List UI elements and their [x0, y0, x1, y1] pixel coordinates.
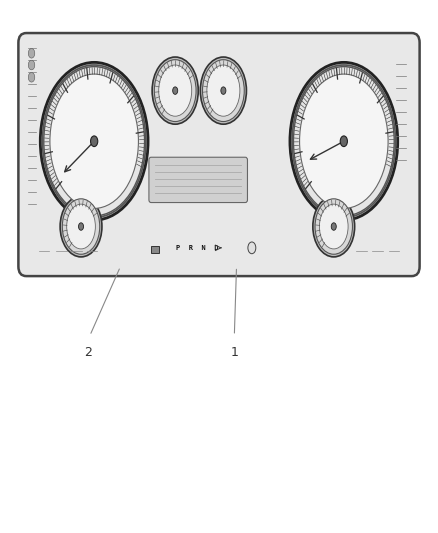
Ellipse shape: [28, 72, 35, 82]
Text: P  R  N  D: P R N D: [176, 245, 219, 251]
Ellipse shape: [293, 67, 394, 216]
Ellipse shape: [292, 65, 396, 217]
Ellipse shape: [315, 199, 353, 254]
Text: 2: 2: [84, 346, 92, 359]
Ellipse shape: [221, 87, 226, 94]
Ellipse shape: [152, 57, 198, 124]
Ellipse shape: [340, 136, 347, 147]
Ellipse shape: [159, 65, 192, 116]
Ellipse shape: [28, 60, 35, 70]
Ellipse shape: [207, 65, 240, 116]
FancyBboxPatch shape: [18, 33, 420, 276]
Ellipse shape: [44, 67, 145, 216]
Ellipse shape: [67, 204, 95, 249]
Ellipse shape: [300, 74, 388, 208]
Ellipse shape: [248, 242, 256, 254]
Ellipse shape: [154, 60, 196, 122]
FancyBboxPatch shape: [149, 157, 247, 203]
Ellipse shape: [173, 87, 178, 94]
Ellipse shape: [91, 136, 98, 147]
Ellipse shape: [50, 74, 138, 208]
Ellipse shape: [200, 57, 247, 124]
Ellipse shape: [202, 60, 244, 122]
Ellipse shape: [319, 204, 348, 249]
Ellipse shape: [60, 196, 102, 257]
Ellipse shape: [62, 199, 100, 254]
Ellipse shape: [40, 62, 148, 220]
Ellipse shape: [331, 223, 336, 230]
Ellipse shape: [313, 196, 355, 257]
Ellipse shape: [78, 223, 84, 230]
Ellipse shape: [42, 65, 146, 217]
Ellipse shape: [290, 62, 398, 220]
Ellipse shape: [28, 49, 35, 58]
FancyBboxPatch shape: [151, 246, 159, 253]
Text: 1: 1: [230, 346, 238, 359]
